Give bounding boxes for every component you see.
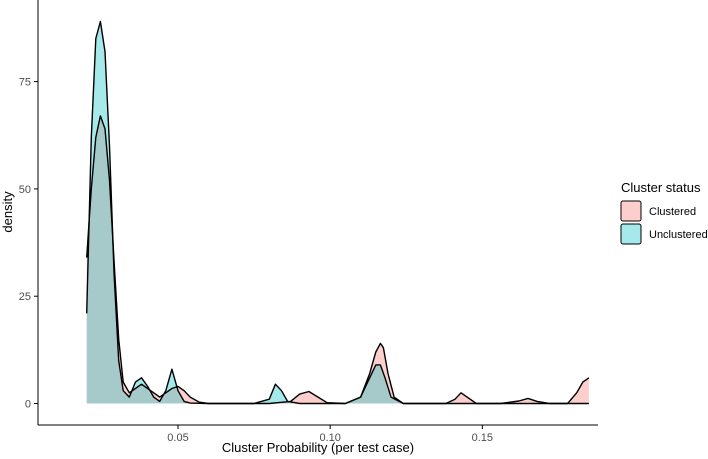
legend-title: Cluster status xyxy=(621,180,701,195)
density-area-unclustered xyxy=(86,21,589,404)
x-tick-label: 0.05 xyxy=(167,432,188,444)
x-axis-title: Cluster Probability (per test case) xyxy=(222,440,414,455)
legend: Cluster status Clustered Unclustered xyxy=(620,180,708,245)
y-axis-ticks: 0 25 50 75 xyxy=(19,77,38,411)
x-tick-label: 0.15 xyxy=(472,432,493,444)
density-area-clustered xyxy=(86,115,589,404)
y-tick-label: 0 xyxy=(25,399,31,411)
density-line-clustered xyxy=(86,115,590,405)
legend-key-clustered xyxy=(620,200,642,222)
y-tick-label: 75 xyxy=(19,77,31,89)
x-tick-label: 0.10 xyxy=(319,432,340,444)
y-axis-title: density xyxy=(0,191,15,233)
legend-key-unclustered xyxy=(620,223,642,245)
density-line-unclustered xyxy=(86,20,589,405)
legend-label-unclustered: Unclustered xyxy=(649,229,708,241)
x-axis-ticks: 0.05 0.10 0.15 xyxy=(167,425,493,444)
legend-label-clustered: Clustered xyxy=(649,206,696,218)
y-tick-label: 50 xyxy=(19,184,31,196)
density-areas xyxy=(86,20,590,405)
y-tick-label: 25 xyxy=(19,291,31,303)
